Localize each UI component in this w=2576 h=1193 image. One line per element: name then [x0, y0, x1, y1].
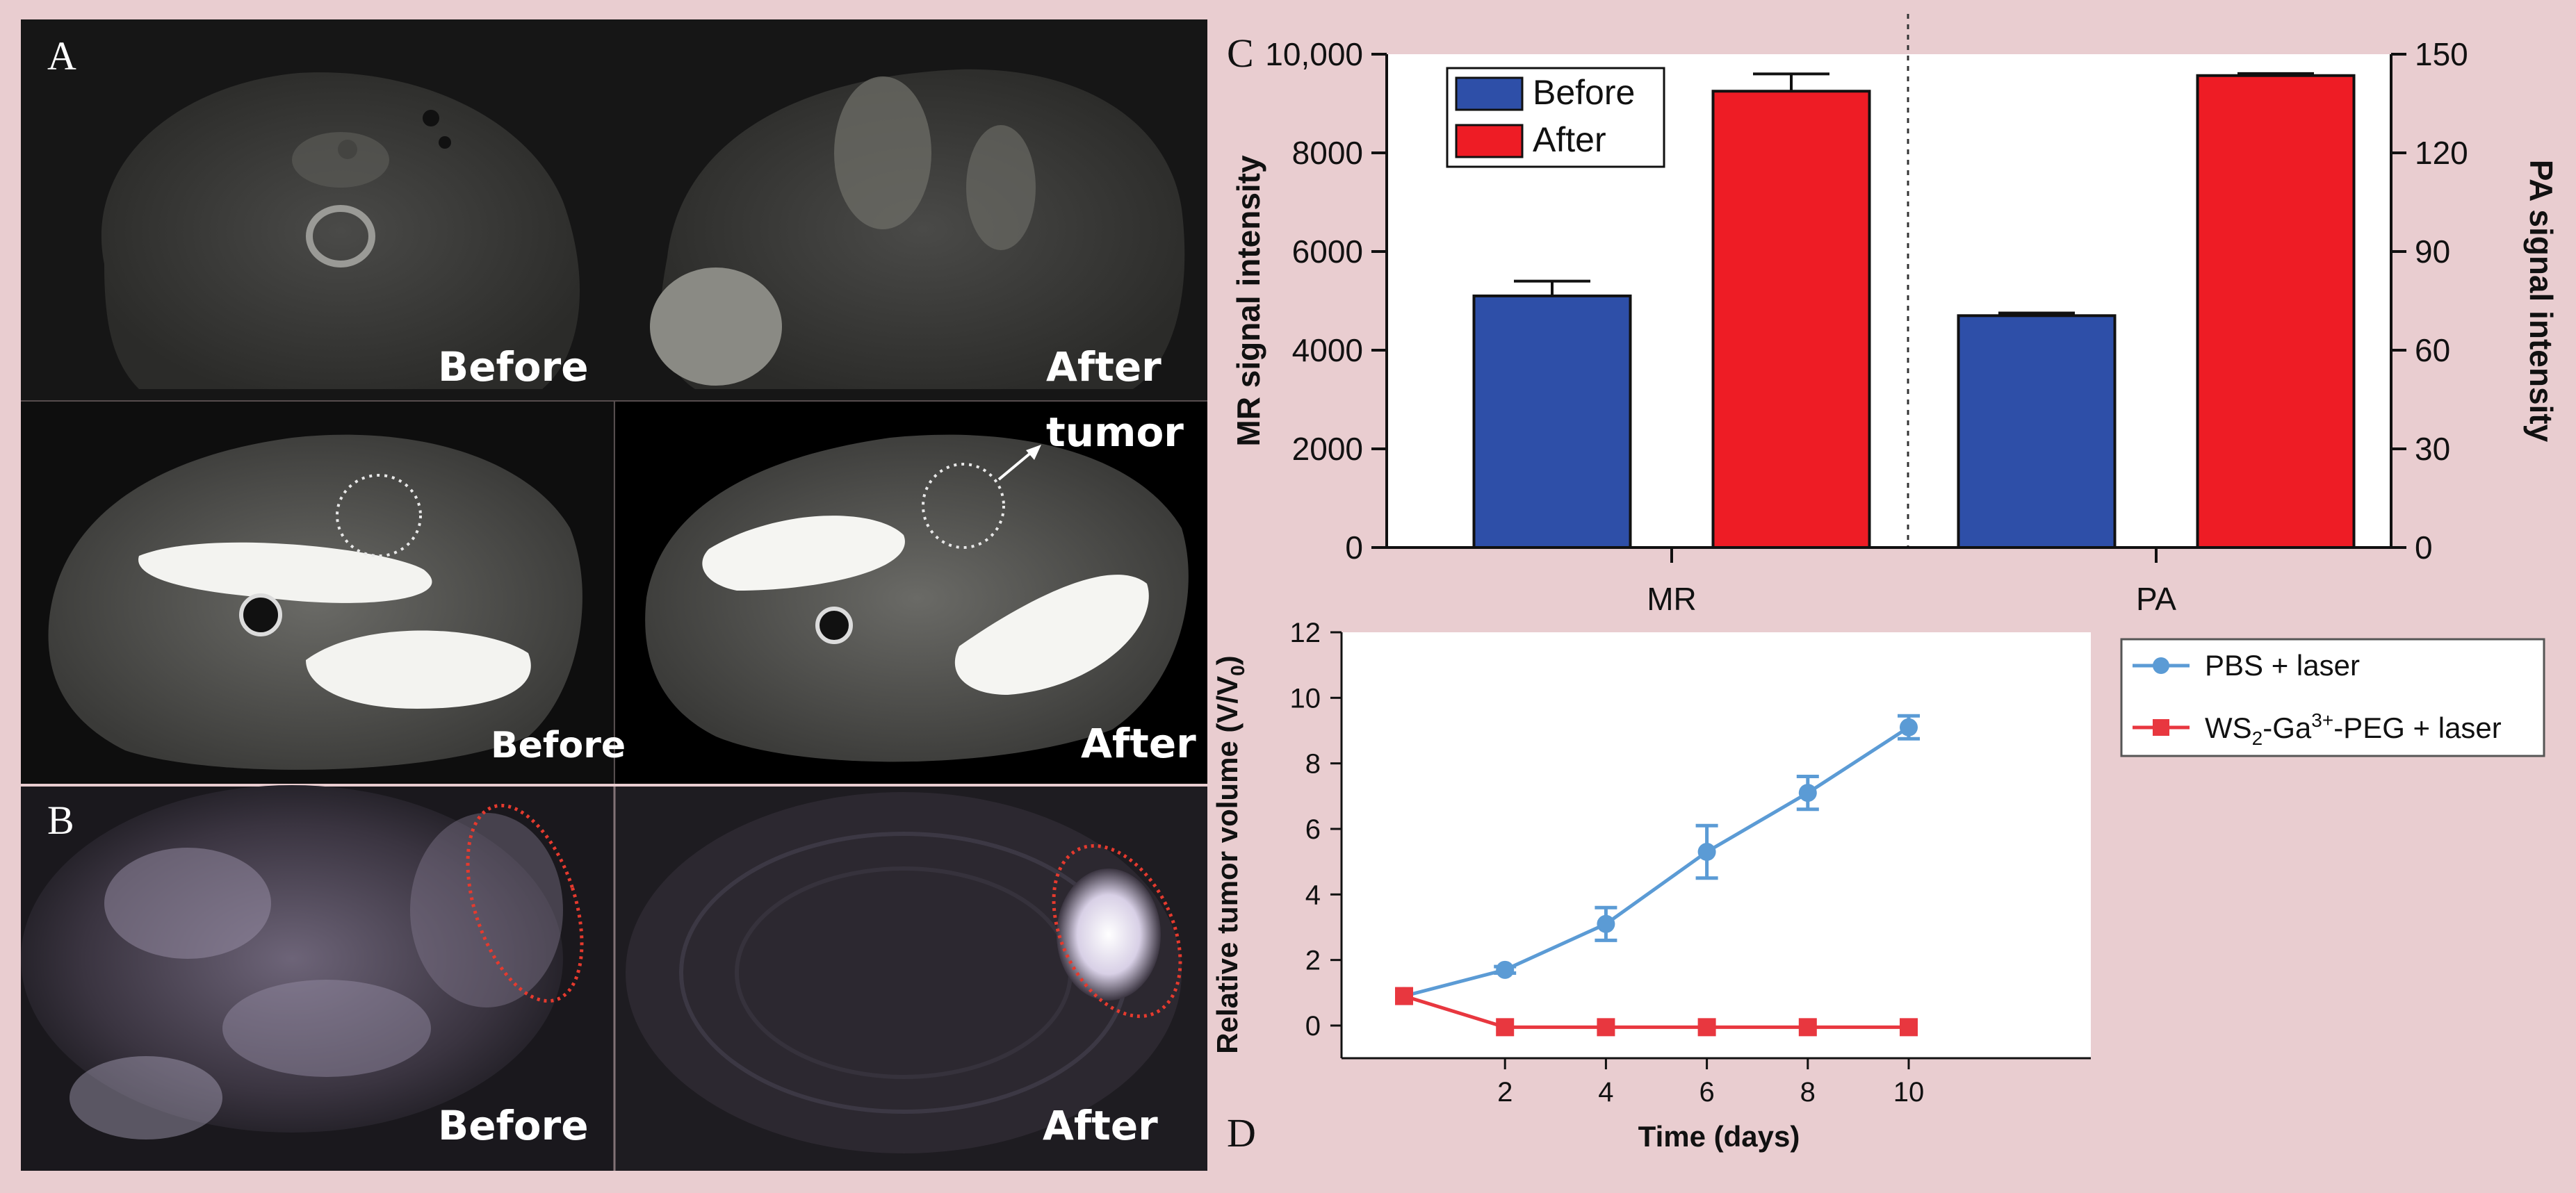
legend-label-after: After [1533, 120, 1606, 159]
d-y-tick-label: 6 [1305, 814, 1321, 845]
caption-after-top: After [1046, 343, 1161, 390]
data-point-ws2 [1395, 987, 1413, 1005]
tumor-arrowhead-icon [1026, 445, 1041, 460]
pa-image-after [615, 787, 1207, 1171]
c-right-tick-label: 120 [2415, 135, 2468, 171]
data-point-pbs [1900, 718, 1918, 737]
data-point-pbs [1597, 914, 1615, 933]
chart-c-y2label: PA signal intensity [2523, 160, 2559, 443]
panel-c-letter: C [1227, 31, 1254, 76]
bar-before-mr [1472, 294, 1632, 549]
d-y-tick-label: 4 [1305, 880, 1321, 910]
mri-image-bottom-after [615, 402, 1207, 785]
c-left-tick-label: 8000 [1292, 135, 1363, 171]
d-y-tick-label: 10 [1290, 683, 1321, 714]
d-y-tick-label: 12 [1290, 618, 1321, 648]
chart-d: Relative tumor volume (V/V0) Time (days)… [1211, 618, 2545, 1153]
d-y-tick-label: 2 [1305, 946, 1321, 976]
c-right-tick-label: 90 [2415, 233, 2450, 270]
bar-before-pa [1957, 314, 2117, 549]
data-point-ws2 [1798, 1018, 1817, 1037]
legend-marker-ws2 [2153, 719, 2169, 736]
series-line-0 [1403, 725, 1910, 998]
bar-after-pa [2196, 74, 2356, 550]
tumor-arrow [997, 450, 1034, 481]
c-right-tick-label: 150 [2415, 36, 2468, 72]
c-x-tick-label: MR [1647, 581, 1697, 617]
mri-image-top-after [650, 69, 1185, 389]
d-x-tick-label: 2 [1497, 1077, 1513, 1108]
panel-a [21, 19, 1207, 785]
chart-c-legend: Before After [1446, 67, 1665, 168]
pa-image-before [21, 785, 615, 1171]
legend-label-ws2: WS2-Ga3+-PEG + laser [2205, 709, 2502, 749]
data-point-pbs [1496, 960, 1515, 979]
tumor-region-ellipse-after [1052, 844, 1182, 1019]
panel-b-letter: B [47, 798, 74, 843]
d-x-tick-label: 10 [1893, 1077, 1925, 1108]
chart-c-ticks: 0 2000 4000 6000 8000 10,000 0 30 60 90 120 150 MR PA [1265, 36, 2468, 617]
data-point-ws2 [1597, 1018, 1615, 1037]
chart-d-ylabel: Relative tumor volume (V/V0) [1211, 655, 1248, 1053]
caption-after-mri: After [1081, 720, 1196, 767]
tumor-region-circle-after [922, 463, 1005, 549]
data-point-ws2 [1900, 1018, 1918, 1037]
legend-swatch-after [1455, 124, 1524, 158]
chart-d-legend: PBS + laser WS2-Ga3+-PEG + laser [2120, 638, 2545, 757]
chart-d-xlabel: Time (days) [1638, 1120, 1800, 1153]
panel-a-letter: A [47, 33, 76, 79]
chart-c-bars [1472, 72, 2356, 550]
legend-swatch-before [1455, 76, 1524, 111]
c-right-tick-label: 0 [2415, 529, 2433, 566]
legend-label-pbs: PBS + laser [2205, 649, 2360, 682]
chart-d-series [1395, 714, 1920, 1037]
legend-marker-pbs [2153, 657, 2169, 674]
chart-d-ticks: 0 2 4 6 8 10 12 2 4 6 8 10 [1290, 618, 1925, 1108]
data-point-pbs [1798, 784, 1817, 803]
tumor-region-ellipse [466, 803, 584, 1003]
d-x-tick-label: 8 [1800, 1077, 1816, 1108]
mri-image-bottom-before [21, 402, 613, 785]
d-x-tick-label: 4 [1598, 1077, 1613, 1108]
d-y-tick-label: 8 [1305, 749, 1321, 780]
c-left-tick-label: 4000 [1292, 332, 1363, 368]
tumor-label: tumor [1046, 409, 1184, 456]
mri-image-top-before [101, 72, 580, 390]
series-line-1 [1403, 994, 1909, 1029]
c-left-tick-label: 2000 [1292, 431, 1363, 467]
d-x-tick-label: 6 [1699, 1077, 1714, 1108]
c-left-tick-label: 6000 [1292, 233, 1363, 270]
caption-before-mri: Before [491, 725, 626, 766]
c-right-tick-label: 30 [2415, 431, 2450, 467]
c-right-tick-label: 60 [2415, 332, 2450, 368]
d-y-tick-label: 0 [1305, 1011, 1321, 1042]
data-point-ws2 [1697, 1018, 1716, 1037]
chart-c-ylabel: MR signal intensity [1230, 155, 1266, 447]
tumor-region-circle [336, 474, 422, 557]
panel-d-letter: D [1227, 1110, 1256, 1155]
caption-before-top: Before [438, 343, 589, 390]
c-x-tick-label: PA [2136, 581, 2176, 617]
data-point-pbs [1697, 843, 1716, 862]
c-left-tick-label: 10,000 [1265, 36, 1363, 72]
caption-before-pa: Before [438, 1102, 589, 1149]
data-point-ws2 [1496, 1018, 1515, 1037]
legend-label-before: Before [1533, 73, 1635, 112]
panel-b [21, 784, 1207, 1171]
chart-c: MR signal intensity PA signal intensity … [1230, 14, 2559, 617]
caption-after-pa: After [1043, 1102, 1158, 1149]
c-left-tick-label: 0 [1345, 529, 1363, 566]
bar-after-mr [1711, 90, 1871, 549]
